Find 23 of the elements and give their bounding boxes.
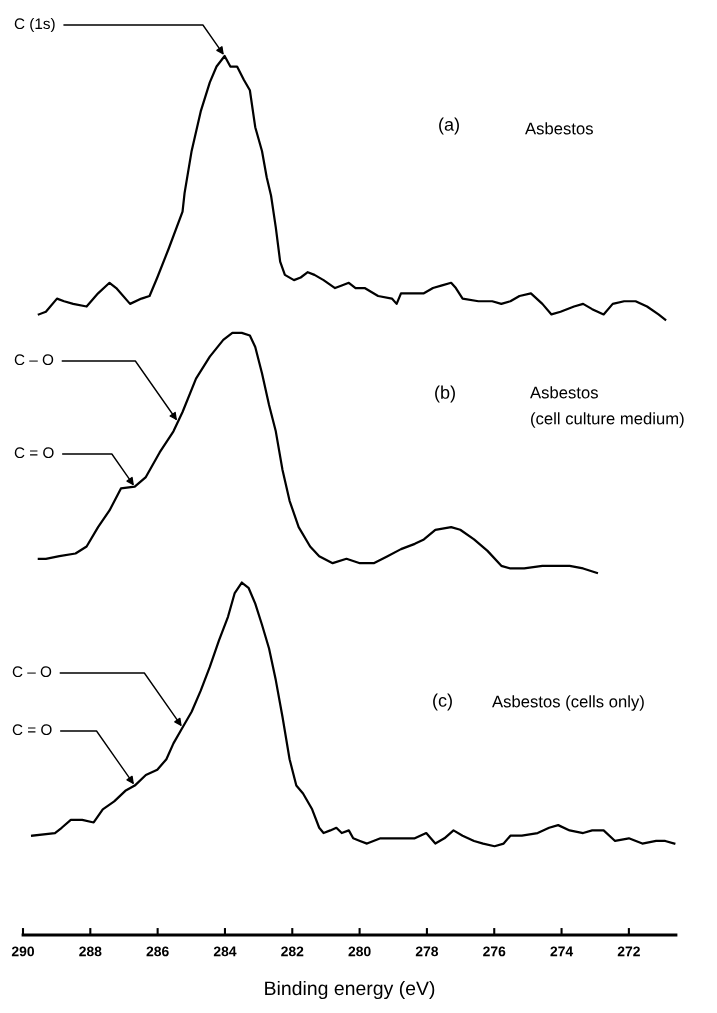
- annotation: (b): [435, 385, 455, 403]
- annotation: C – O: [14, 354, 54, 366]
- x-tick-label: 290: [11, 946, 35, 957]
- x-tick-label: 280: [348, 946, 371, 957]
- annotation: C = O: [14, 447, 54, 459]
- annotation: (c): [433, 693, 452, 711]
- x-axis-title: Binding energy (eV): [265, 980, 435, 1000]
- x-tick-label: 282: [281, 946, 304, 957]
- x-tick-label: 286: [146, 946, 169, 957]
- x-tick-label: 272: [617, 946, 640, 957]
- annotation: (a): [439, 117, 459, 135]
- annotation: Asbestos: [525, 122, 593, 135]
- annotation: C (1s): [14, 17, 55, 33]
- x-tick-label: 288: [79, 946, 102, 957]
- annotation: C = O: [12, 724, 52, 736]
- x-tick-label: 284: [213, 946, 237, 957]
- annotation: Asbestos (cells only): [492, 695, 644, 711]
- annotation: Asbestos: [530, 386, 598, 399]
- x-tick-label: 274: [550, 946, 574, 957]
- x-tick-label: 278: [415, 946, 439, 957]
- annotation: (cell culture medium): [531, 412, 684, 428]
- annotation: C – O: [12, 666, 52, 678]
- x-tick-label: 276: [483, 946, 506, 957]
